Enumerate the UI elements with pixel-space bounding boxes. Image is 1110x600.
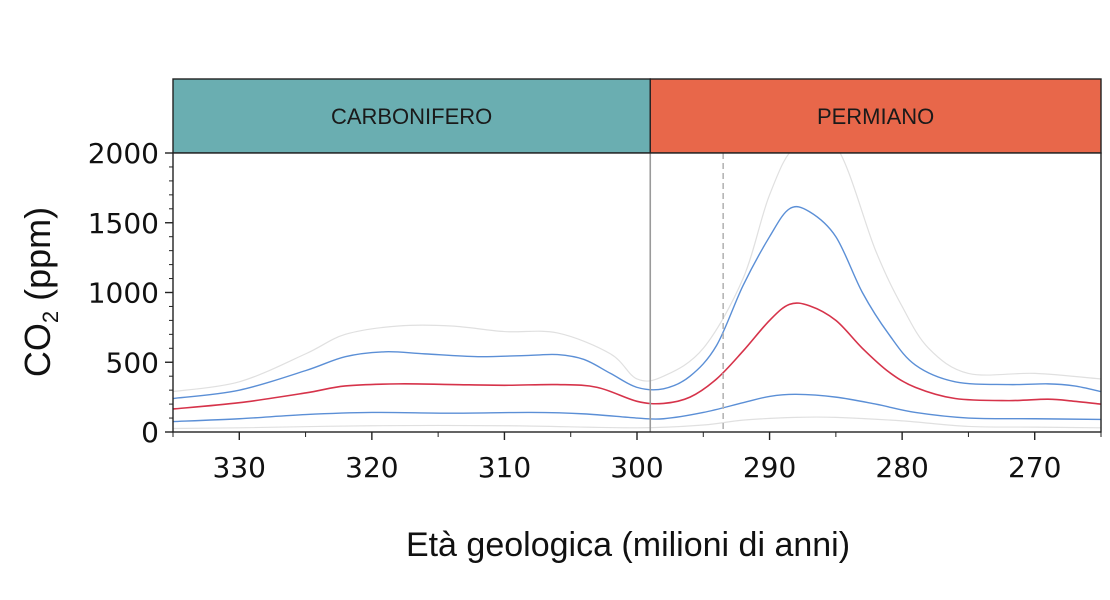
y-tick-label: 2000 [88,137,159,170]
series-line-1 [173,205,1101,400]
y-tick-label: 1500 [88,207,159,240]
plot-background [173,153,1101,432]
y-axis-title-subscript: 2 [38,311,63,323]
x-tick-label: 300 [610,451,663,484]
x-tick-label: 290 [743,451,796,484]
y-axis-title-main: CO [17,323,58,377]
y-tick-label: 500 [106,346,159,379]
x-tick-label: 280 [875,451,928,484]
series-line-4 [173,416,1101,430]
period-band [172,78,651,154]
y-axis-title-unit: (ppm) [17,207,58,311]
y-tick-label: 1000 [88,277,159,310]
x-tick-label: 330 [213,451,266,484]
period-bands: CARBONIFERO PERMIANO [172,78,1102,154]
y-tick-label: 0 [141,416,159,449]
x-tick-label: 320 [345,451,398,484]
x-tick-label: 270 [1008,451,1061,484]
plot-area [172,152,1102,433]
x-axis: 330 320 310 300 290 280 270 [172,432,1102,484]
period-band [649,78,1102,154]
y-axis: 0 500 1000 1500 2000 [88,137,173,449]
y-axis-title: CO2 (ppm) [17,207,63,377]
series-line-0 [173,153,1101,393]
series-group [173,153,1101,430]
period-label: PERMIANO [817,104,934,129]
series-line-2 [173,302,1101,410]
series-line-3 [173,393,1101,423]
x-tick-label: 310 [478,451,531,484]
period-label: CARBONIFERO [331,104,492,129]
x-axis-title: Età geologica (milioni di anni) [406,526,850,564]
